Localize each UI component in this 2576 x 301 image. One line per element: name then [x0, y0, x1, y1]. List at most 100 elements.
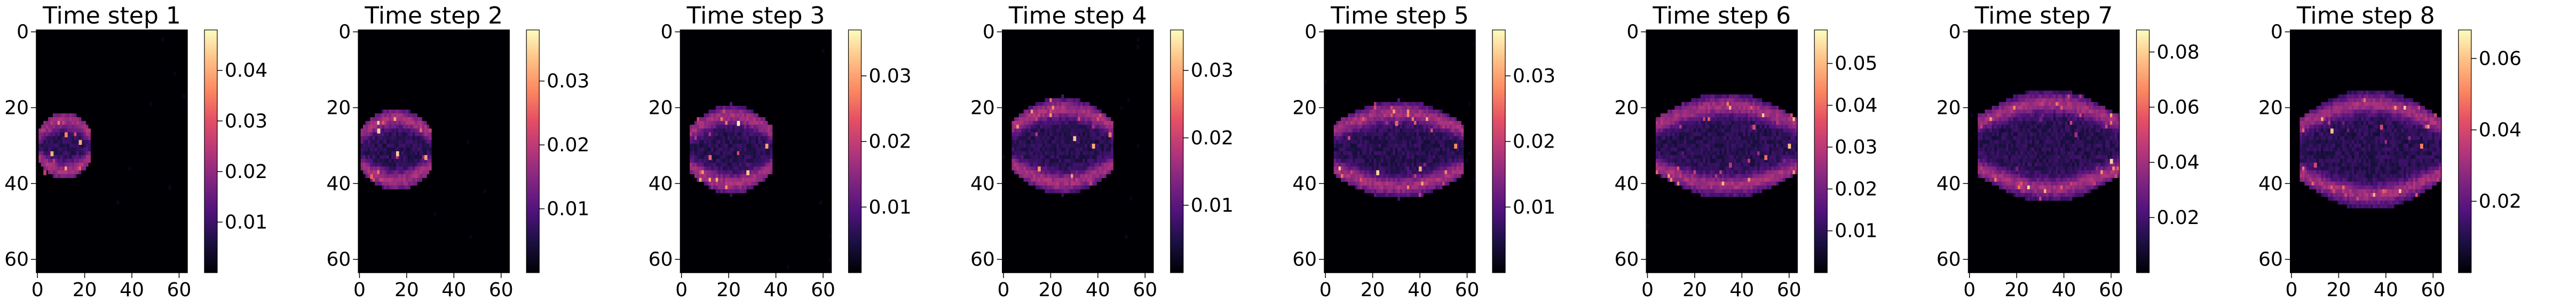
heatmap-cell [734, 163, 737, 167]
heatmap-cell [1658, 128, 1661, 133]
heatmap-cell [1451, 128, 1455, 133]
heatmap-cell [1710, 181, 1713, 186]
heatmap-cell [1759, 170, 1763, 174]
heatmap-cell [391, 140, 394, 144]
heatmap-cell [725, 128, 728, 133]
heatmap-cell [85, 128, 89, 133]
heatmap-cell [1096, 117, 1100, 121]
heatmap-cell [1743, 143, 1746, 148]
heatmap-cell [1736, 159, 1739, 163]
heatmap-cell [391, 166, 394, 171]
heatmap-cell [718, 121, 721, 125]
heatmap-cell [720, 159, 723, 163]
heatmap-cell [50, 163, 53, 167]
heatmap-cell [67, 159, 70, 163]
heatmap-cell [1378, 181, 1381, 186]
heatmap-cell [1360, 159, 1363, 163]
heatmap-cell [1435, 159, 1438, 163]
heatmap-cell [78, 155, 82, 159]
heatmap-cell [704, 136, 707, 141]
heatmap-cell [1381, 121, 1384, 125]
heatmap-cell [1054, 136, 1057, 141]
heatmap-cell [701, 174, 705, 178]
heatmap-cell [715, 155, 718, 159]
heatmap-cell [1693, 105, 1696, 110]
heatmap-cell [748, 177, 752, 182]
heatmap-cell [1089, 121, 1093, 125]
heatmap-cell [422, 151, 425, 156]
heatmap-cell [1764, 140, 1767, 144]
heatmap-cell [1371, 113, 1374, 118]
heatmap-cell [1066, 170, 1069, 174]
heatmap-cell [1094, 109, 1097, 114]
heatmap-cell [1698, 185, 1701, 190]
heatmap-cell [1087, 132, 1090, 136]
heatmap-cell [60, 113, 62, 118]
heatmap-cell [741, 140, 745, 144]
heatmap-cell [1040, 151, 1043, 156]
heatmap-cell [1719, 174, 1722, 178]
heatmap-cell [1421, 117, 1424, 121]
heatmap-cell [697, 151, 700, 156]
heatmap-cell [1674, 117, 1678, 121]
heatmap-cell [1757, 117, 1760, 121]
heatmap-cell [1383, 185, 1386, 190]
heatmap-cell [50, 136, 53, 141]
heatmap-cell [1089, 117, 1093, 121]
heatmap-cell [1705, 121, 1708, 125]
heatmap-cell [396, 121, 399, 125]
heatmap-cell [1738, 125, 1741, 129]
heatmap-cell [1035, 170, 1038, 174]
heatmap-cell [41, 136, 44, 141]
heatmap-cell [62, 140, 65, 144]
heatmap-cell [770, 147, 773, 152]
heatmap-cell [76, 166, 79, 171]
heatmap-cell [1759, 140, 1763, 144]
heatmap-cell [1390, 143, 1393, 148]
heatmap-cell [1409, 185, 1412, 190]
heatmap-cell [384, 163, 387, 167]
heatmap-cell [725, 125, 728, 129]
heatmap-cell [1364, 136, 1367, 141]
heatmap-cell [748, 174, 752, 178]
heatmap-cell [1724, 109, 1727, 114]
heatmap-cell [1040, 155, 1043, 159]
colorbar-tick-label: 0.03 [1191, 60, 1234, 82]
heatmap-cell [756, 155, 758, 159]
heatmap-cell [1409, 151, 1412, 156]
heatmap-cell [1761, 177, 1765, 182]
heatmap-cell [753, 163, 756, 167]
heatmap-cell [1745, 193, 1748, 197]
heatmap-cell [1421, 113, 1424, 118]
heatmap-cell [1409, 170, 1412, 174]
heatmap-cell [732, 185, 735, 190]
heatmap-cell [1402, 113, 1405, 118]
heatmap-cell [1717, 121, 1720, 125]
heatmap-cell [1049, 147, 1052, 152]
heatmap-cell [1336, 143, 1339, 148]
heatmap-cell [692, 132, 695, 136]
heatmap-cell [1688, 105, 1692, 110]
heatmap-cell [415, 147, 418, 152]
heatmap-cell [360, 140, 364, 144]
heatmap-cell [43, 128, 46, 133]
heatmap-cell [706, 117, 709, 121]
heatmap-cell [1409, 121, 1412, 125]
heatmap-cell [1435, 163, 1438, 167]
heatmap-cell [1421, 170, 1424, 174]
heatmap-cell [1125, 235, 1128, 239]
heatmap-cell [1442, 163, 1445, 167]
heatmap-cell [1442, 159, 1445, 163]
heatmap-cell [1418, 140, 1421, 144]
heatmap-cell [1428, 170, 1431, 174]
heatmap-cell [360, 128, 364, 133]
heatmap-cell [1385, 143, 1388, 148]
heatmap-cell [1061, 94, 1064, 98]
heatmap-cell [1748, 140, 1751, 144]
heatmap-cell [1058, 117, 1062, 121]
heatmap-cell [1402, 193, 1405, 197]
heatmap-cell [60, 140, 62, 144]
heatmap-cell [1665, 132, 1668, 136]
heatmap-cell [1350, 136, 1353, 141]
